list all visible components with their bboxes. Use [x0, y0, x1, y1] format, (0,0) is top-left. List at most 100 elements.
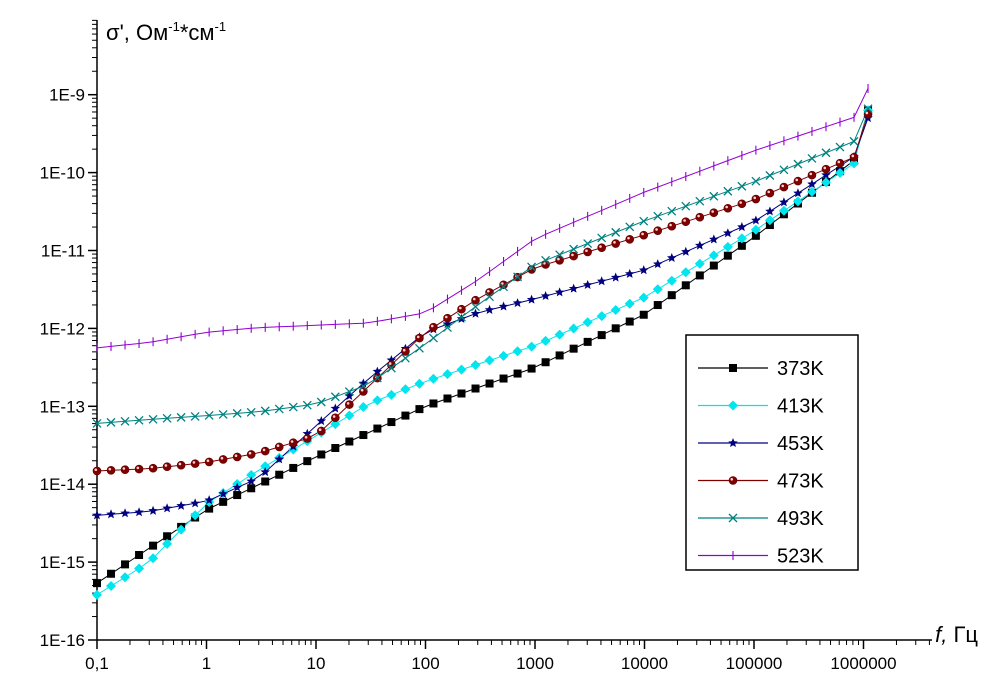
data-point-473K — [835, 158, 845, 168]
data-point-413K — [849, 158, 860, 169]
data-point-473K — [779, 182, 789, 192]
data-point-413K — [92, 589, 102, 600]
data-point-413K — [526, 341, 537, 352]
y-axis-title: σ', Ом-1*см-1 — [106, 19, 226, 45]
data-point-453K — [260, 467, 270, 477]
data-point-373K — [387, 418, 396, 427]
data-point-493K — [176, 412, 186, 422]
data-point-453K — [638, 265, 649, 275]
data-point-453K — [737, 222, 747, 232]
data-point-413K — [484, 355, 495, 366]
data-point-413K — [386, 389, 397, 400]
data-point-453K — [134, 507, 144, 517]
data-point-highlight — [655, 228, 658, 231]
data-point-453K — [358, 378, 369, 388]
data-point-473K — [218, 455, 228, 464]
data-point-highlight — [627, 236, 630, 240]
data-point-highlight — [458, 306, 462, 310]
data-point-493K — [106, 417, 116, 427]
data-point-373K — [247, 484, 256, 493]
data-point-473K — [667, 221, 677, 231]
data-point-413K — [190, 510, 201, 521]
data-point-453K — [779, 197, 789, 207]
data-point-453K — [526, 294, 537, 304]
data-point-493K — [344, 387, 354, 396]
data-point-473K — [148, 463, 158, 473]
data-point-highlight — [585, 249, 588, 253]
data-point-473K — [162, 462, 172, 471]
data-point-highlight — [430, 324, 434, 328]
data-point-453K — [120, 508, 130, 518]
data-point-453K — [162, 503, 172, 513]
data-point-highlight — [571, 253, 574, 257]
data-point-453K — [442, 319, 453, 329]
legend-item-473K: 473K — [698, 471, 824, 493]
data-point-highlight — [781, 184, 785, 188]
data-point-373K — [135, 551, 144, 560]
data-point-373K — [163, 532, 172, 541]
data-point-473K — [807, 170, 817, 180]
data-point-473K — [653, 226, 663, 235]
data-point-highlight — [108, 467, 112, 471]
data-point-legend-453K — [728, 438, 738, 448]
data-point-373K — [653, 301, 662, 310]
data-point-highlight — [360, 388, 364, 392]
legend-item-523K: 523K — [698, 546, 824, 568]
data-point-473K — [737, 199, 747, 209]
data-point-493K — [723, 186, 733, 196]
data-point-373K — [205, 504, 214, 513]
data-point-413K — [134, 563, 145, 574]
data-point-highlight — [346, 402, 350, 405]
data-point-493K — [190, 411, 200, 421]
data-point-373K — [597, 331, 606, 340]
data-point-473K — [625, 235, 635, 244]
data-point-373K — [555, 351, 564, 360]
legend-label: 373K — [777, 358, 824, 380]
data-point-453K — [512, 298, 523, 308]
data-point-493K — [134, 415, 144, 425]
series-493K — [92, 104, 873, 428]
data-point-473K — [793, 176, 803, 186]
data-point-473K — [317, 426, 326, 436]
data-point-453K — [456, 313, 467, 323]
legend-item-453K: 453K — [698, 433, 824, 455]
legend-item-493K: 493K — [698, 508, 824, 530]
data-point-493K — [499, 282, 509, 292]
legend-item-413K: 413K — [698, 396, 824, 418]
data-point-473K — [246, 450, 256, 459]
data-point-highlight — [669, 223, 672, 227]
series-523K — [96, 83, 869, 353]
data-point-highlight — [725, 205, 728, 209]
data-point-453K — [92, 510, 102, 520]
data-point-highlight — [823, 166, 827, 170]
data-point-453K — [695, 240, 705, 250]
data-point-473K — [457, 304, 466, 314]
data-point-legend-473K — [728, 476, 738, 485]
data-point-373K — [275, 470, 284, 479]
data-point-373K — [93, 579, 101, 588]
x-tick-label: 0,1 — [85, 654, 109, 673]
data-point-373K — [345, 437, 354, 446]
data-point-473K — [597, 243, 606, 253]
series-line-493K — [96, 108, 869, 424]
data-point-373K — [289, 463, 298, 472]
data-point-493K — [316, 397, 326, 407]
data-point-453K — [667, 252, 677, 262]
legend-label: 453K — [777, 433, 824, 455]
data-point-453K — [344, 390, 355, 400]
data-point-413K — [120, 572, 131, 583]
data-point-373K — [443, 394, 452, 403]
data-point-413K — [540, 335, 551, 346]
data-point-413K — [736, 233, 747, 244]
data-point-413K — [442, 369, 453, 380]
data-point-453K — [302, 428, 313, 438]
data-point-highlight — [178, 462, 182, 466]
data-point-493K — [807, 153, 817, 163]
data-point-413K — [834, 167, 845, 178]
data-point-highlight — [641, 232, 644, 236]
data-point-473K — [611, 239, 620, 248]
data-point-473K — [288, 438, 298, 448]
data-point-493K — [527, 262, 537, 272]
data-point-453K — [316, 416, 327, 426]
data-point-highlight — [304, 436, 308, 439]
